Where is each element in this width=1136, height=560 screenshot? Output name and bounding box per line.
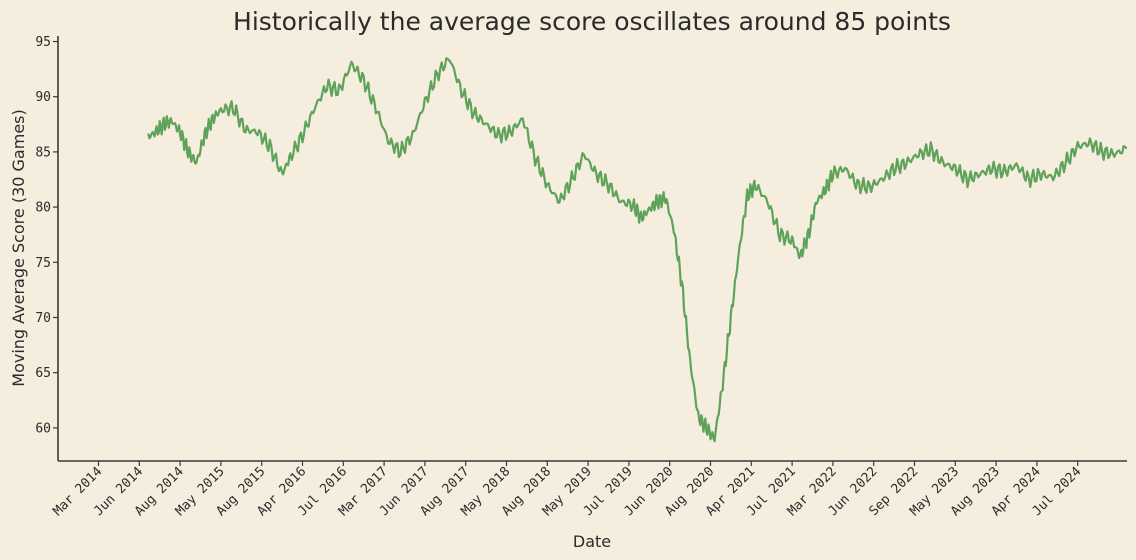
y-tick-label: 60 <box>35 421 51 436</box>
y-tick-label: 65 <box>35 366 51 381</box>
y-tick-label: 75 <box>35 256 51 271</box>
y-tick-label: 90 <box>35 90 51 105</box>
y-tick-label: 95 <box>35 35 51 50</box>
y-axis-ticks: 60 65 70 75 80 85 90 95 <box>35 35 58 436</box>
x-axis-label: Date <box>573 532 611 551</box>
series-group <box>147 57 1128 443</box>
series-line <box>147 57 1128 443</box>
y-tick-label: 85 <box>35 145 51 160</box>
y-tick-label: 80 <box>35 201 51 216</box>
chart-title: Historically the average score oscillate… <box>233 7 951 36</box>
y-axis-label: Moving Average Score (30 Games) <box>9 109 28 386</box>
y-tick-label: 70 <box>35 311 51 326</box>
